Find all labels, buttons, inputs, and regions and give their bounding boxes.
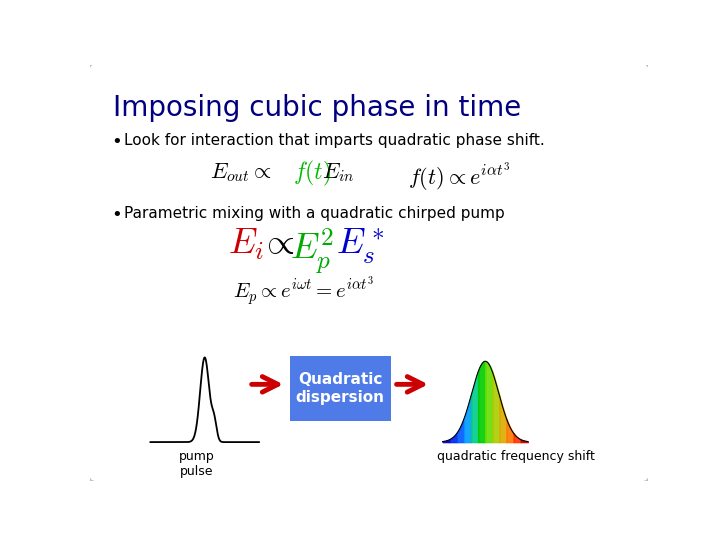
Text: $E_i$: $E_i$ bbox=[228, 226, 264, 262]
FancyBboxPatch shape bbox=[89, 63, 649, 482]
Text: quadratic frequency shift: quadratic frequency shift bbox=[437, 450, 595, 463]
Text: $E_{in}$: $E_{in}$ bbox=[323, 161, 355, 184]
Text: $E_s^*$: $E_s^*$ bbox=[336, 226, 384, 266]
FancyBboxPatch shape bbox=[290, 356, 391, 421]
Text: $f(t)$: $f(t)$ bbox=[293, 159, 331, 188]
Text: $\propto$: $\propto$ bbox=[261, 226, 295, 260]
Text: Quadratic
dispersion: Quadratic dispersion bbox=[296, 373, 384, 405]
Text: Parametric mixing with a quadratic chirped pump: Parametric mixing with a quadratic chirp… bbox=[124, 206, 505, 221]
Text: Imposing cubic phase in time: Imposing cubic phase in time bbox=[113, 94, 521, 122]
Text: $E_p \propto e^{i\omega t} = e^{i\alpha t^3}$: $E_p \propto e^{i\omega t} = e^{i\alpha … bbox=[233, 274, 374, 308]
Text: •: • bbox=[112, 206, 122, 224]
Text: $E_{out} \propto$: $E_{out} \propto$ bbox=[210, 161, 272, 184]
Text: $E_p^2$: $E_p^2$ bbox=[290, 226, 334, 276]
Text: pump
pulse: pump pulse bbox=[179, 450, 215, 478]
Text: •: • bbox=[112, 132, 122, 151]
Text: Look for interaction that imparts quadratic phase shift.: Look for interaction that imparts quadra… bbox=[124, 132, 545, 147]
Text: $f(t) \propto e^{i\alpha t^3}$: $f(t) \propto e^{i\alpha t^3}$ bbox=[408, 161, 510, 194]
